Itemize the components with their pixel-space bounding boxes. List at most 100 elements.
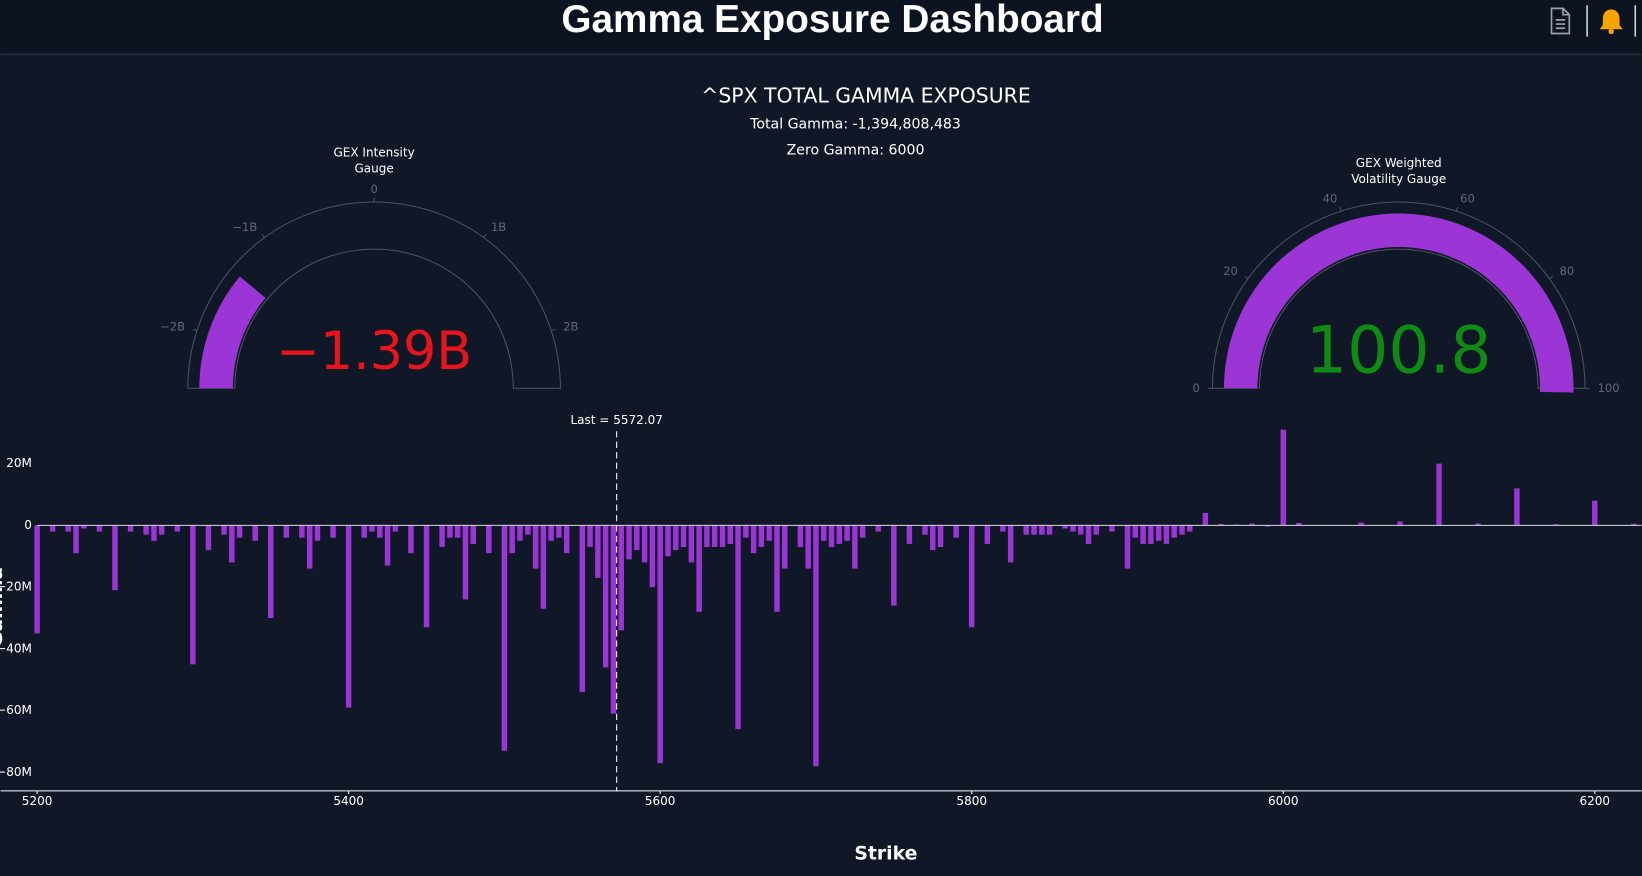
bar <box>268 525 274 619</box>
bar <box>1140 525 1146 544</box>
bar <box>1202 513 1209 526</box>
bar <box>81 525 87 529</box>
bar <box>782 525 788 569</box>
bar <box>634 525 640 551</box>
bar <box>34 525 40 634</box>
gauge-tick-label: 2B <box>563 319 578 333</box>
bar <box>361 525 367 538</box>
y-tick-label: 20M <box>6 456 32 470</box>
bar <box>1132 525 1138 538</box>
bar <box>377 525 383 538</box>
gauge-outline <box>187 201 561 389</box>
bar <box>174 525 181 532</box>
gauge-bar <box>1223 213 1574 393</box>
header-bar <box>0 0 1642 55</box>
header-title: Gamma Exposure Dashboard <box>561 0 1103 41</box>
bar <box>252 525 258 541</box>
bar <box>1070 525 1076 532</box>
bar <box>821 525 827 541</box>
bar <box>229 525 235 563</box>
bar <box>423 525 430 628</box>
bar <box>602 525 609 668</box>
bar <box>462 525 469 600</box>
gauge-tick-label: 20 <box>1223 264 1238 278</box>
report-icon[interactable] <box>1550 7 1571 35</box>
bar <box>205 525 212 551</box>
bar <box>1249 523 1255 526</box>
bar <box>408 525 414 554</box>
bar <box>190 525 196 665</box>
x-tick-label: 5600 <box>645 794 676 808</box>
bar <box>532 525 539 569</box>
bar <box>696 525 702 612</box>
gauge-title: GEX Weighted <box>1356 156 1442 170</box>
bar <box>470 525 476 544</box>
bar <box>1171 525 1177 538</box>
y-tick-label: −60M <box>0 703 32 717</box>
bar <box>727 525 733 544</box>
x-tick-label: 6200 <box>1580 794 1611 808</box>
bar <box>610 525 617 714</box>
gauge-tick-label: −1B <box>232 220 257 234</box>
bar <box>953 525 959 538</box>
bar <box>1124 525 1131 569</box>
bar <box>859 525 866 538</box>
bar <box>875 525 881 532</box>
bar <box>151 525 157 541</box>
bar <box>774 525 780 612</box>
bar <box>1062 525 1068 529</box>
bar <box>548 525 554 541</box>
bar <box>384 525 391 566</box>
notification-bell[interactable] <box>1599 9 1623 35</box>
bar <box>937 525 944 547</box>
bar <box>65 525 71 532</box>
bar <box>1031 525 1037 535</box>
y-tick-label: −20M <box>0 580 32 594</box>
bar <box>283 525 290 538</box>
gauge-tick-label: 0 <box>1193 381 1200 395</box>
bar <box>49 525 56 532</box>
bar <box>641 525 648 563</box>
gauge-bar <box>199 276 266 389</box>
gauge-tick <box>192 328 198 332</box>
bar <box>1631 523 1637 526</box>
bar <box>836 525 843 544</box>
bar <box>73 525 79 554</box>
bar <box>719 525 726 547</box>
bar <box>306 525 313 569</box>
bar <box>540 525 547 609</box>
bar <box>447 525 453 538</box>
last-price-label: Last = 5572.07 <box>570 413 662 427</box>
bar <box>844 525 850 541</box>
chart-subtitle: Total Gamma: -1,394,808,483 <box>749 117 961 133</box>
gauge-tick-label: 80 <box>1560 264 1575 278</box>
bar <box>579 525 586 693</box>
gauge-tick <box>1244 275 1249 280</box>
bar <box>1109 525 1115 532</box>
gauge-title: Volatility Gauge <box>1351 172 1446 186</box>
bar <box>1179 525 1185 535</box>
bar <box>1218 523 1224 526</box>
gauge-tick-label: 60 <box>1460 192 1475 206</box>
bar <box>657 525 663 764</box>
bar <box>556 525 562 538</box>
bar <box>392 525 399 532</box>
gauge-tick <box>261 233 266 238</box>
bar <box>299 525 305 538</box>
y-tick-label: 0 <box>24 518 32 532</box>
bar <box>968 525 975 628</box>
bar <box>454 525 461 538</box>
x-tick-label: 6000 <box>1268 794 1299 808</box>
bar <box>852 525 858 569</box>
bar <box>595 525 601 578</box>
bar <box>1264 525 1271 527</box>
gauge-tick <box>1455 206 1459 212</box>
gauge-title: GEX Intensity <box>333 145 414 159</box>
bar <box>735 525 741 730</box>
bar <box>563 525 570 554</box>
bar <box>665 525 671 557</box>
bar <box>486 525 492 554</box>
bar <box>501 525 508 751</box>
bar <box>1397 521 1403 526</box>
gauge-value: −1.39B <box>276 321 472 382</box>
